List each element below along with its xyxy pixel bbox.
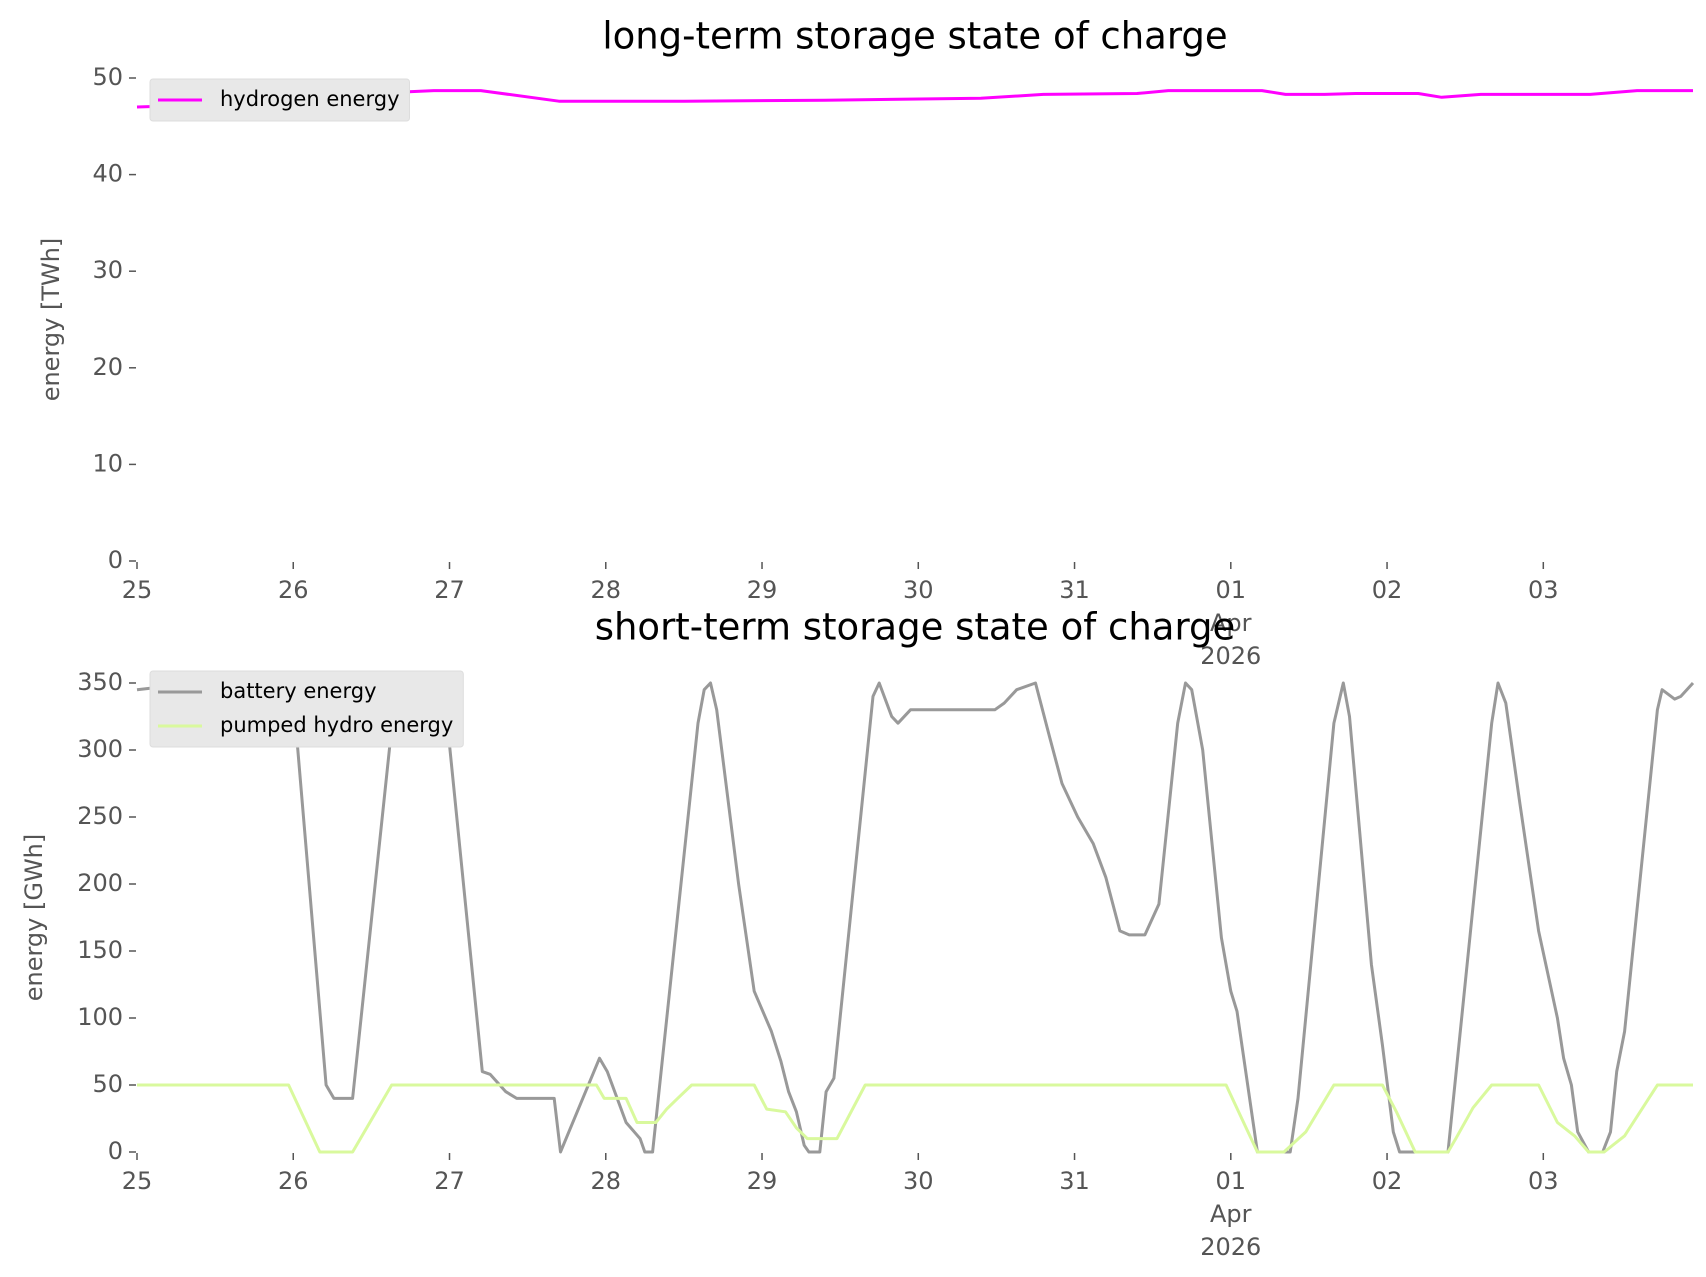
x-tick-label: 03 <box>1528 1167 1559 1195</box>
legend: battery energy pumped hydro energy <box>149 670 464 748</box>
x-tick-label: 01 Apr 2026 <box>1200 1167 1261 1261</box>
y-axis-label: energy [TWh] <box>37 238 65 402</box>
chart-title: long-term storage state of charge <box>602 15 1227 58</box>
y-tick-label: 50 <box>92 1070 123 1098</box>
y-tick-label: 50 <box>92 63 123 91</box>
x-tick-label: 02 <box>1372 1167 1403 1195</box>
y-axis-label: energy [GWh] <box>20 834 48 1002</box>
x-tick-label: 28 <box>590 1167 621 1195</box>
x-tick-label: 27 <box>434 576 465 604</box>
x-tick-label: 31 <box>1059 576 1090 604</box>
x-tick-label: 30 <box>903 1167 934 1195</box>
legend-label: hydrogen energy <box>220 87 400 111</box>
y-tick-label: 250 <box>77 802 123 830</box>
legend-label: pumped hydro energy <box>220 713 453 737</box>
x-tick-label: 02 <box>1372 576 1403 604</box>
x-tick-label: 28 <box>590 576 621 604</box>
x-tick-label: 26 <box>278 1167 309 1195</box>
y-tick-label: 20 <box>92 353 123 381</box>
x-tick-label: 26 <box>278 576 309 604</box>
x-tick-label: 31 <box>1059 1167 1090 1195</box>
x-tick-label: 25 <box>122 576 153 604</box>
series-line <box>136 89 1693 109</box>
y-tick-label: 350 <box>77 668 123 696</box>
y-tick-label: 10 <box>92 449 123 477</box>
x-tick-label: 30 <box>903 576 934 604</box>
y-tick-label: 30 <box>92 256 123 284</box>
y-tick-label: 150 <box>77 936 123 964</box>
legend-box <box>149 78 410 122</box>
series-line <box>137 1083 1693 1154</box>
y-tick-label: 0 <box>108 546 123 574</box>
series-line <box>136 681 1695 1154</box>
y-tick-label: 200 <box>77 869 123 897</box>
chart-title: short-term storage state of charge <box>595 606 1236 649</box>
x-tick-label: 29 <box>747 576 778 604</box>
legend: hydrogen energy <box>149 78 410 122</box>
x-tick-label: 25 <box>122 1167 153 1195</box>
x-tick-label: 03 <box>1528 576 1559 604</box>
y-tick-label: 100 <box>77 1003 123 1031</box>
x-tick-label: 29 <box>747 1167 778 1195</box>
legend-box <box>149 670 464 748</box>
y-tick-label: 0 <box>108 1137 123 1165</box>
x-tick-label: 27 <box>434 1167 465 1195</box>
legend-label: battery energy <box>220 679 377 703</box>
y-tick-label: 40 <box>92 160 123 188</box>
y-tick-label: 300 <box>77 735 123 763</box>
x-tick-label: 01 Apr 2026 <box>1200 576 1261 670</box>
